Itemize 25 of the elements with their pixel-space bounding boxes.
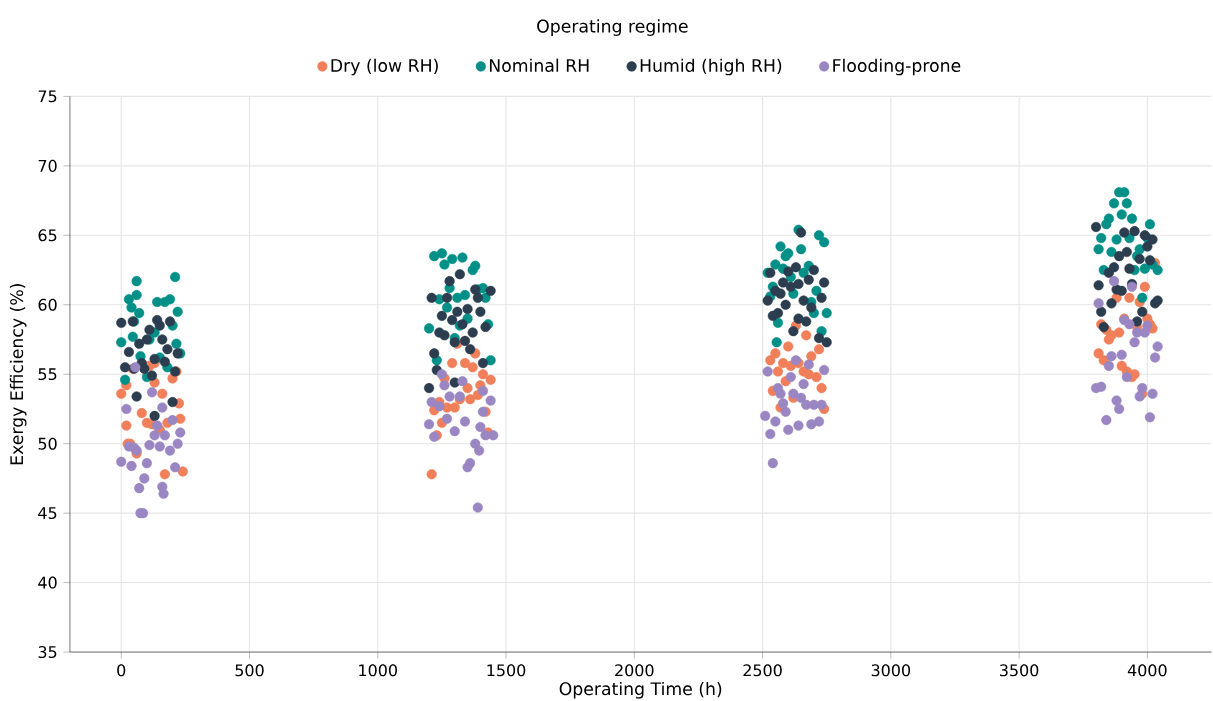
x-tick-label: 500 [235, 664, 264, 677]
legend-label: Dry (low RH) [331, 58, 438, 76]
legend-label: Nominal RH [489, 58, 589, 72]
y-tick-label: 55 [38, 368, 57, 381]
x-tick-label: 1500 [487, 664, 526, 677]
y-tick-label: 50 [38, 437, 57, 450]
legend-label: Humid (high RH) [640, 58, 782, 76]
y-tick-label: 45 [38, 507, 57, 519]
y-tick-label: 65 [38, 229, 57, 242]
x-tick-label: 2000 [615, 664, 654, 677]
y-axis-title: Exergy Efficiency (%) [9, 283, 27, 465]
y-tick-label: 60 [38, 298, 57, 311]
x-tick-label: 4000 [1127, 664, 1167, 677]
x-axis-title: Operating Time (h) [559, 681, 722, 699]
y-tick-label: 70 [38, 159, 57, 172]
y-tick-label: 40 [38, 576, 57, 589]
legend-title: Operating regime [537, 19, 688, 36]
x-tick-label: 3000 [871, 664, 911, 677]
x-tick-label: 3500 [1000, 664, 1039, 677]
y-tick-label: 75 [38, 90, 57, 103]
x-tick-label: 1000 [359, 664, 397, 677]
y-tick-label: 35 [38, 645, 57, 658]
x-tick-label: 2500 [743, 664, 782, 677]
legend-label: Flooding-prone [833, 58, 961, 76]
x-tick-label: 0 [117, 664, 126, 677]
